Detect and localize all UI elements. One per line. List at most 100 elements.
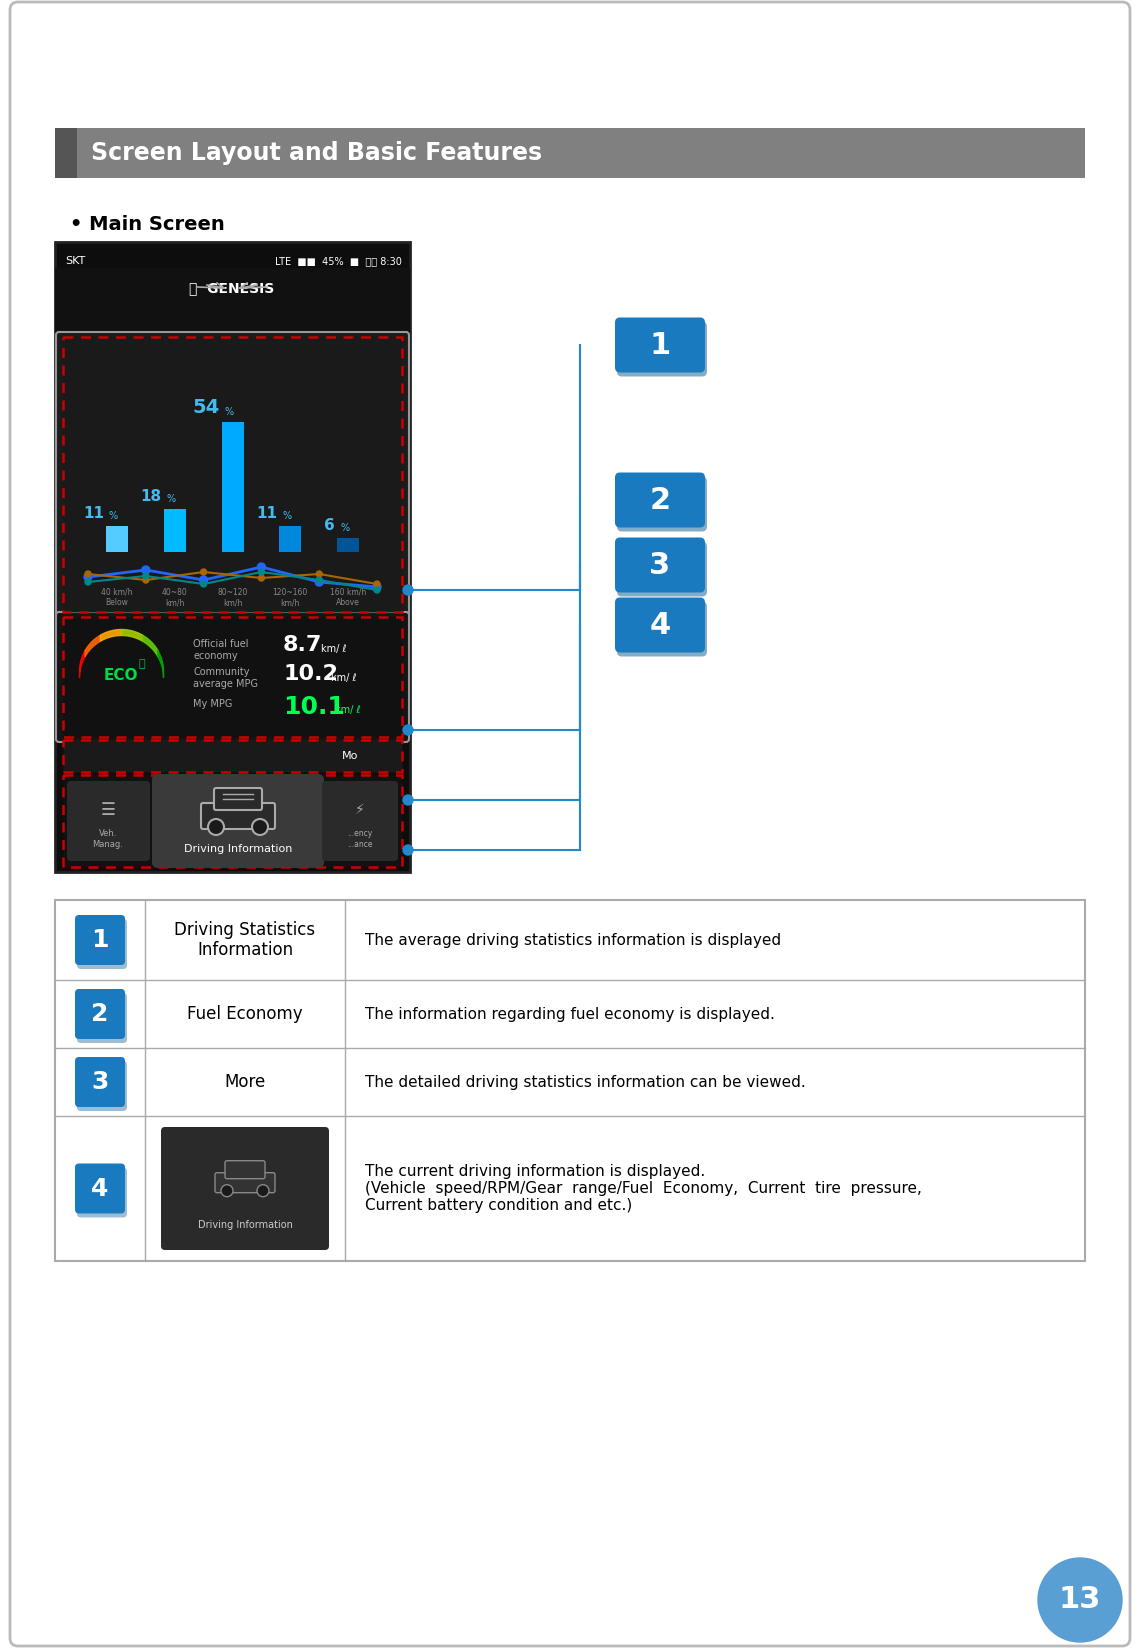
Text: 80~120
km/h: 80~120 km/h — [218, 588, 247, 606]
FancyBboxPatch shape — [78, 1061, 127, 1111]
FancyBboxPatch shape — [63, 740, 402, 771]
Circle shape — [207, 819, 223, 836]
Circle shape — [86, 570, 91, 577]
Circle shape — [93, 649, 148, 704]
Text: 🪶  GENESIS: 🪶 GENESIS — [189, 282, 275, 295]
Circle shape — [373, 583, 381, 592]
Text: 4: 4 — [91, 1177, 108, 1200]
Circle shape — [404, 585, 413, 595]
Text: 11: 11 — [256, 506, 277, 521]
Text: km/ ℓ: km/ ℓ — [321, 644, 347, 654]
Text: The current driving information is displayed.
(Vehicle  speed/RPM/Gear  range/Fu: The current driving information is displ… — [365, 1163, 922, 1213]
FancyBboxPatch shape — [55, 269, 410, 333]
Circle shape — [258, 564, 266, 570]
Text: Driving Information: Driving Information — [184, 844, 292, 854]
Text: ⚡: ⚡ — [356, 803, 365, 817]
Circle shape — [259, 569, 264, 575]
Circle shape — [404, 845, 413, 855]
Circle shape — [201, 582, 206, 587]
Circle shape — [141, 565, 149, 574]
Text: The information regarding fuel economy is displayed.: The information regarding fuel economy i… — [365, 1007, 775, 1022]
FancyBboxPatch shape — [201, 803, 275, 829]
FancyBboxPatch shape — [55, 129, 1085, 178]
FancyBboxPatch shape — [614, 598, 705, 653]
FancyBboxPatch shape — [63, 616, 402, 737]
FancyBboxPatch shape — [56, 611, 409, 742]
Text: ECO: ECO — [104, 667, 138, 682]
Circle shape — [316, 577, 323, 583]
FancyBboxPatch shape — [214, 788, 262, 811]
Text: Screen Layout and Basic Features: Screen Layout and Basic Features — [91, 142, 543, 165]
FancyBboxPatch shape — [75, 989, 125, 1038]
Text: 6: 6 — [325, 517, 335, 532]
Circle shape — [252, 819, 268, 836]
FancyBboxPatch shape — [614, 473, 705, 527]
Text: Mo: Mo — [342, 751, 358, 761]
Circle shape — [404, 794, 413, 804]
Text: 2: 2 — [91, 1002, 108, 1027]
FancyBboxPatch shape — [78, 1167, 127, 1218]
Text: 10.2: 10.2 — [283, 664, 337, 684]
Circle shape — [221, 1185, 233, 1196]
FancyBboxPatch shape — [614, 318, 705, 372]
FancyBboxPatch shape — [161, 1127, 329, 1249]
FancyBboxPatch shape — [67, 781, 150, 860]
Text: %: % — [225, 407, 234, 417]
Circle shape — [142, 577, 149, 583]
FancyBboxPatch shape — [152, 775, 324, 868]
Circle shape — [374, 587, 380, 593]
Text: Community
average MPG: Community average MPG — [193, 667, 258, 689]
Text: %: % — [166, 494, 176, 504]
Circle shape — [86, 578, 91, 585]
Text: Official fuel
economy: Official fuel economy — [193, 639, 249, 661]
Text: 3: 3 — [91, 1070, 108, 1094]
Text: 54: 54 — [193, 399, 220, 417]
Text: 40~80
km/h: 40~80 km/h — [162, 588, 188, 606]
Text: SKT: SKT — [65, 255, 86, 265]
Text: GENESIS: GENESIS — [205, 307, 259, 316]
Circle shape — [142, 574, 149, 578]
FancyBboxPatch shape — [279, 526, 301, 552]
Text: 1: 1 — [91, 928, 108, 953]
FancyBboxPatch shape — [617, 602, 707, 656]
Text: ☰: ☰ — [100, 801, 115, 819]
Circle shape — [200, 577, 207, 583]
FancyBboxPatch shape — [215, 1173, 275, 1193]
Text: %: % — [283, 511, 292, 521]
Text: • Main Screen: • Main Screen — [70, 214, 225, 234]
FancyBboxPatch shape — [78, 994, 127, 1043]
FancyBboxPatch shape — [617, 542, 707, 597]
Text: Driving Statistics
Information: Driving Statistics Information — [174, 921, 316, 959]
FancyBboxPatch shape — [56, 331, 409, 616]
Text: More: More — [225, 1073, 266, 1091]
Circle shape — [374, 582, 380, 587]
FancyBboxPatch shape — [55, 129, 78, 178]
Text: 8.7: 8.7 — [283, 634, 323, 654]
FancyBboxPatch shape — [78, 920, 127, 969]
FancyBboxPatch shape — [106, 526, 128, 552]
FancyBboxPatch shape — [75, 1056, 125, 1107]
FancyBboxPatch shape — [10, 2, 1130, 1646]
Text: 160 km/h
Above: 160 km/h Above — [329, 588, 366, 606]
FancyBboxPatch shape — [617, 476, 707, 532]
FancyBboxPatch shape — [164, 509, 186, 552]
Text: 120~160
km/h: 120~160 km/h — [272, 588, 308, 606]
Text: 11: 11 — [83, 506, 104, 521]
FancyBboxPatch shape — [221, 422, 244, 552]
Text: 40 km/h
Below: 40 km/h Below — [101, 588, 132, 606]
Text: 🌿: 🌿 — [139, 659, 145, 669]
Text: km/ ℓ: km/ ℓ — [335, 705, 360, 715]
FancyBboxPatch shape — [225, 1160, 264, 1178]
Text: The detailed driving statistics information can be viewed.: The detailed driving statistics informat… — [365, 1074, 806, 1089]
FancyBboxPatch shape — [617, 321, 707, 376]
Text: %: % — [340, 522, 349, 532]
Text: Fuel Economy: Fuel Economy — [187, 1005, 303, 1023]
FancyBboxPatch shape — [63, 336, 402, 611]
Text: km/ ℓ: km/ ℓ — [331, 672, 357, 682]
Text: ...ency
...ance: ...ency ...ance — [348, 829, 373, 849]
FancyBboxPatch shape — [55, 900, 1085, 1261]
Text: The average driving statistics information is displayed: The average driving statistics informati… — [365, 933, 781, 948]
Text: 4: 4 — [650, 610, 670, 639]
Circle shape — [256, 1185, 269, 1196]
Text: 18: 18 — [140, 489, 162, 504]
